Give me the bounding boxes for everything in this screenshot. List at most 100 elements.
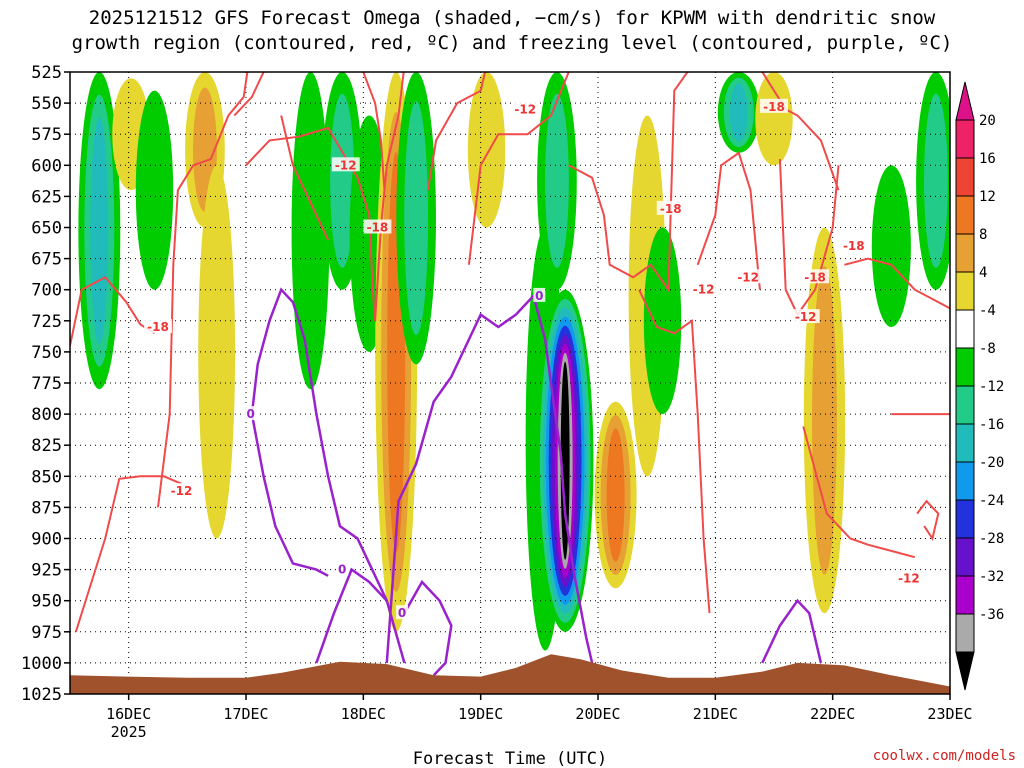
colorbar-label-4: 4 bbox=[979, 265, 987, 281]
contour-label-13: 0 bbox=[247, 407, 255, 421]
contour-label-5: -18 bbox=[660, 202, 682, 216]
y-tick-label-1000: 1000 bbox=[21, 654, 62, 674]
freezing-contour-0 bbox=[250, 287, 406, 664]
x-tick-label-16DEC: 16DEC bbox=[106, 705, 151, 723]
x-axis-title: Forecast Time (UTC) bbox=[413, 749, 607, 768]
colorbar-bin-2 bbox=[955, 157, 975, 197]
colorbar-label--32: -32 bbox=[979, 569, 1004, 585]
contour-label-1: -12 bbox=[171, 484, 193, 498]
y-tick-label-1025: 1025 bbox=[21, 685, 62, 705]
omega-shading bbox=[78, 72, 950, 651]
y-tick-label-900: 900 bbox=[31, 530, 62, 550]
freezing-contour-3 bbox=[403, 579, 453, 677]
freezing-contour-4 bbox=[385, 293, 594, 664]
dgz-contour-15 bbox=[280, 115, 330, 241]
contour-label-12: -12 bbox=[898, 571, 920, 585]
y-axis: 525 550 575 600 625 650 675 700 725 750 775 800 825 8… bbox=[21, 63, 70, 705]
x-tick-sublabel-16DEC: 2025 bbox=[111, 723, 147, 741]
colorbar-label-16: 16 bbox=[979, 151, 996, 167]
y-tick-label-975: 975 bbox=[31, 623, 62, 643]
y-tick-label-625: 625 bbox=[31, 187, 62, 207]
y-tick-label-700: 700 bbox=[31, 281, 62, 301]
colorbar-label--20: -20 bbox=[979, 455, 1004, 471]
dgz-contour-10 bbox=[778, 159, 840, 317]
colorbar-bin-3 bbox=[955, 195, 975, 235]
colorbar-bin-0 bbox=[955, 81, 975, 121]
colorbar-bin-13 bbox=[955, 575, 975, 615]
y-tick-label-775: 775 bbox=[31, 374, 62, 394]
colorbar: 20 16 12 8 4 -4 -8 -12 -16 -20 -24 -28 -32 -36 bbox=[955, 81, 1004, 691]
y-tick-label-750: 750 bbox=[31, 343, 62, 363]
colorbar-bin-4 bbox=[955, 233, 975, 273]
omega-feature-14-band-2 bbox=[606, 428, 625, 562]
x-tick-label-22DEC: 22DEC bbox=[810, 705, 855, 723]
contour-label-0: -18 bbox=[147, 320, 169, 334]
x-tick-label-19DEC: 19DEC bbox=[458, 705, 503, 723]
chart-title-line-2: growth region (contoured, red, ºC) and f… bbox=[72, 32, 953, 54]
contour-label-3: -18 bbox=[367, 221, 389, 235]
colorbar-bin-7 bbox=[955, 347, 975, 387]
dgz-contour-16 bbox=[362, 72, 386, 191]
contour-label-bg-12 bbox=[894, 570, 923, 585]
y-tick-label-850: 850 bbox=[31, 467, 62, 487]
omega-feature-2-band-0 bbox=[135, 90, 174, 290]
dgz-contour-1 bbox=[74, 475, 182, 633]
dgz-contour-3 bbox=[245, 126, 377, 321]
terrain bbox=[70, 654, 950, 694]
contour-label-bg-9 bbox=[801, 269, 830, 284]
contour-label-bg-15 bbox=[396, 605, 409, 620]
colorbar-label--12: -12 bbox=[979, 379, 1004, 395]
terrain-surface bbox=[70, 654, 950, 694]
x-tick-label-23DEC: 23DEC bbox=[927, 705, 972, 723]
omega-feature-17-band-2 bbox=[729, 83, 748, 142]
contour-label-bg-6 bbox=[689, 281, 718, 296]
contours bbox=[70, 72, 950, 677]
contour-label-bg-2 bbox=[331, 157, 360, 172]
contour-label-7: -12 bbox=[737, 270, 759, 284]
y-tick-label-600: 600 bbox=[31, 156, 62, 176]
contour-label-bg-13 bbox=[244, 406, 257, 421]
omega-feature-9-band-1 bbox=[404, 101, 429, 336]
contour-label-14: 0 bbox=[338, 563, 346, 577]
contour-label-4: -12 bbox=[514, 102, 536, 116]
plot-area: -18 -12 -12 -18 -12 -18 -12 -12 -18 -18 -12 -18 -12 0… bbox=[69, 71, 951, 695]
contour-label-bg-8 bbox=[760, 98, 788, 113]
contour-label-16: 0 bbox=[535, 289, 543, 303]
freezing-contour-5 bbox=[761, 598, 823, 664]
omega-feature-12-band-1 bbox=[545, 93, 569, 268]
colorbar-label--24: -24 bbox=[979, 493, 1004, 509]
dgz-contour-4 bbox=[374, 72, 405, 321]
contour-label-bg-10 bbox=[791, 309, 820, 324]
colorbar-bin-6 bbox=[955, 309, 975, 349]
colorbar-label--28: -28 bbox=[979, 531, 1004, 547]
dgz-contour-8 bbox=[638, 289, 711, 614]
dgz-contour-0 bbox=[70, 276, 156, 346]
omega-feature-6-band-1 bbox=[330, 93, 355, 268]
omega-feature-0-band-2 bbox=[90, 117, 109, 344]
dgz-contour-5 bbox=[426, 72, 487, 191]
contour-label-bg-4 bbox=[511, 101, 540, 116]
x-tick-label-20DEC: 20DEC bbox=[575, 705, 620, 723]
contour-label-2: -12 bbox=[335, 158, 357, 172]
dgz-contour-14 bbox=[233, 72, 265, 117]
colorbar-bin-9 bbox=[955, 423, 975, 463]
y-tick-label-825: 825 bbox=[31, 436, 62, 456]
omega-feature-21-band-1 bbox=[924, 93, 948, 268]
omega-feature-20-band-0 bbox=[871, 165, 911, 328]
omega-feature-13-band-8 bbox=[560, 361, 570, 560]
contour-label-15: 0 bbox=[398, 606, 406, 620]
y-tick-label-925: 925 bbox=[31, 561, 62, 581]
dgz-contour-6 bbox=[467, 72, 570, 265]
dgz-contour-7 bbox=[568, 72, 689, 293]
colorbar-bin-10 bbox=[955, 461, 975, 501]
colorbar-bin-1 bbox=[955, 119, 975, 159]
x-tick-label-17DEC: 17DEC bbox=[223, 705, 268, 723]
colorbar-label-12: 12 bbox=[979, 189, 996, 205]
x-tick-label-21DEC: 21DEC bbox=[693, 705, 738, 723]
omega-feature-18-band-0 bbox=[755, 72, 793, 166]
colorbar-label-20: 20 bbox=[979, 113, 996, 129]
colorbar-bin-15 bbox=[955, 651, 975, 691]
contour-labels: -18 -12 -12 -18 -12 -18 -12 -12 -18 -18 -12 -18 -12 0… bbox=[144, 98, 923, 620]
x-tick-label-18DEC: 18DEC bbox=[341, 705, 386, 723]
